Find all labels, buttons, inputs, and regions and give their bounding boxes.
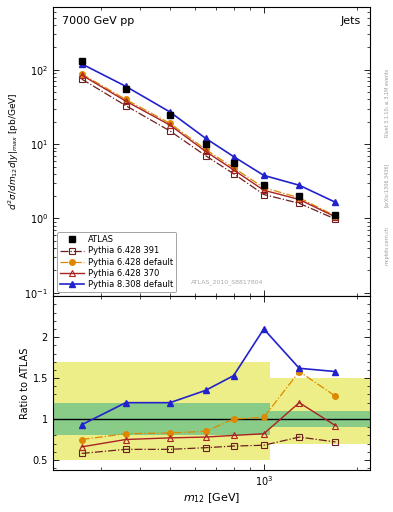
- Text: 7000 GeV pp: 7000 GeV pp: [62, 16, 134, 26]
- Pythia 8.308 default: [123, 83, 128, 90]
- Pythia 6.428 default: [261, 184, 266, 190]
- Pythia 6.428 default: [168, 120, 173, 126]
- Pythia 6.428 default: [297, 195, 301, 201]
- Pythia 6.428 391: [168, 128, 173, 134]
- Y-axis label: Ratio to ATLAS: Ratio to ATLAS: [20, 347, 30, 419]
- Pythia 6.428 370: [261, 187, 266, 194]
- Pythia 6.428 370: [123, 98, 128, 104]
- Pythia 6.428 391: [333, 216, 338, 222]
- Pythia 8.308 default: [79, 61, 84, 67]
- Pythia 6.428 default: [333, 213, 338, 219]
- Pythia 6.428 default: [231, 165, 236, 171]
- Line: Pythia 6.428 391: Pythia 6.428 391: [79, 76, 338, 222]
- Pythia 6.428 default: [79, 71, 84, 77]
- Text: ATLAS_2010_S8817804: ATLAS_2010_S8817804: [191, 279, 264, 285]
- X-axis label: $m_{12}$ [GeV]: $m_{12}$ [GeV]: [183, 491, 240, 505]
- Pythia 6.428 default: [123, 96, 128, 102]
- Pythia 6.428 370: [231, 167, 236, 173]
- Pythia 6.428 370: [168, 122, 173, 128]
- Line: ATLAS: ATLAS: [78, 58, 339, 219]
- Line: Pythia 6.428 370: Pythia 6.428 370: [79, 72, 338, 220]
- Pythia 6.428 370: [203, 148, 208, 155]
- Text: [arXiv:1306.3436]: [arXiv:1306.3436]: [384, 162, 389, 206]
- Pythia 8.308 default: [231, 154, 236, 160]
- Text: mcplots.cern.ch: mcplots.cern.ch: [384, 226, 389, 265]
- ATLAS: [261, 182, 266, 188]
- ATLAS: [79, 58, 84, 65]
- Pythia 6.428 391: [79, 76, 84, 82]
- ATLAS: [123, 86, 128, 92]
- Pythia 6.428 391: [123, 102, 128, 109]
- Line: Pythia 6.428 default: Pythia 6.428 default: [79, 71, 338, 219]
- Pythia 6.428 391: [297, 200, 301, 206]
- ATLAS: [231, 160, 236, 166]
- Pythia 6.428 370: [79, 72, 84, 78]
- Pythia 8.308 default: [203, 135, 208, 141]
- Pythia 8.308 default: [261, 173, 266, 179]
- Text: Rivet 3.1.10; ≥ 3.1M events: Rivet 3.1.10; ≥ 3.1M events: [384, 68, 389, 137]
- Pythia 6.428 391: [231, 170, 236, 177]
- ATLAS: [168, 112, 173, 118]
- ATLAS: [297, 193, 301, 199]
- Pythia 6.428 370: [297, 197, 301, 203]
- Legend: ATLAS, Pythia 6.428 391, Pythia 6.428 default, Pythia 6.428 370, Pythia 8.308 de: ATLAS, Pythia 6.428 391, Pythia 6.428 de…: [57, 232, 176, 292]
- Pythia 8.308 default: [297, 182, 301, 188]
- ATLAS: [333, 212, 338, 219]
- Pythia 6.428 391: [261, 191, 266, 198]
- Y-axis label: $d^2\sigma/dm_{12}d|y|_{max}$ [pb/GeV]: $d^2\sigma/dm_{12}d|y|_{max}$ [pb/GeV]: [7, 93, 21, 210]
- Pythia 6.428 default: [203, 146, 208, 153]
- ATLAS: [203, 141, 208, 147]
- Line: Pythia 8.308 default: Pythia 8.308 default: [78, 60, 339, 206]
- Text: Jets: Jets: [341, 16, 361, 26]
- Pythia 6.428 370: [333, 214, 338, 220]
- Pythia 6.428 391: [203, 153, 208, 159]
- Pythia 8.308 default: [333, 199, 338, 205]
- Pythia 8.308 default: [168, 109, 173, 115]
